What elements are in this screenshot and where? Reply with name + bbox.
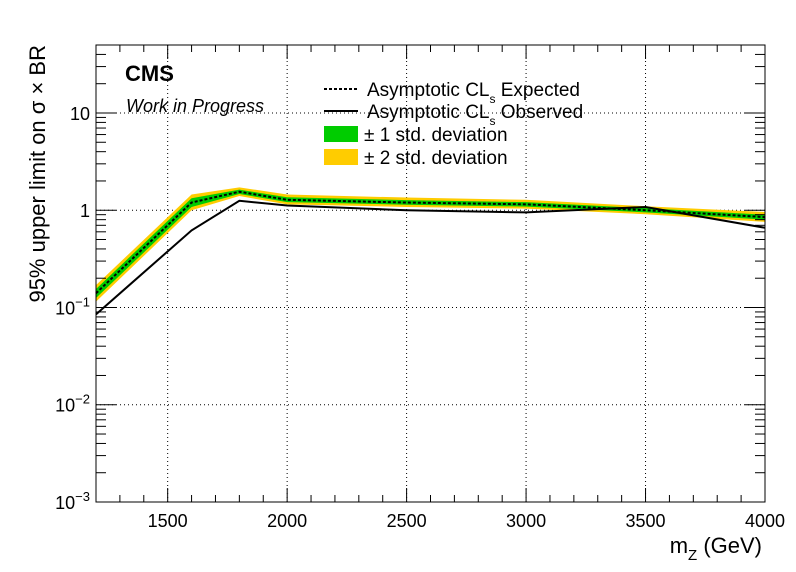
expected-limit-line xyxy=(95,190,766,295)
y-axis-label: 95% upper limit on σ × BR xyxy=(25,45,50,303)
grid xyxy=(96,45,765,502)
legend-band1-swatch xyxy=(324,126,358,142)
x-axis-label: mZ (GeV) xyxy=(670,533,762,564)
x-tick-label: 1500 xyxy=(148,511,188,531)
x-tick-label: 2000 xyxy=(267,511,307,531)
legend-band2-swatch xyxy=(324,149,358,165)
x-tick-label: 3500 xyxy=(626,511,666,531)
x-tick-label: 2500 xyxy=(387,511,427,531)
legend: Asymptotic CLs Expected Asymptotic CLs O… xyxy=(324,80,583,169)
y-tick-label: 10 xyxy=(70,104,90,124)
tick-labels: 1500 2000 2500 3000 3500 4000 10−3 10−2 10−1 1 10 xyxy=(55,104,785,531)
legend-band1-label: ± 1 std. deviation xyxy=(364,125,508,146)
experiment-label: CMS xyxy=(125,61,174,86)
observed-limit-line xyxy=(95,199,766,316)
y-tick-label: 10−1 xyxy=(55,294,90,318)
legend-expected-label: Asymptotic CLs Expected xyxy=(367,80,580,106)
status-label: Work in Progress xyxy=(126,96,264,116)
legend-band2-label: ± 2 std. deviation xyxy=(364,148,508,169)
axes xyxy=(95,44,766,503)
limit-lines xyxy=(95,190,766,316)
y-tick-label: 1 xyxy=(80,201,90,221)
y-tick-label: 10−3 xyxy=(55,489,90,513)
y-tick-label: 10−2 xyxy=(55,392,90,416)
x-tick-label: 3000 xyxy=(506,511,546,531)
legend-observed-label: Asymptotic CLs Observed xyxy=(367,102,583,128)
x-tick-label: 4000 xyxy=(745,511,785,531)
